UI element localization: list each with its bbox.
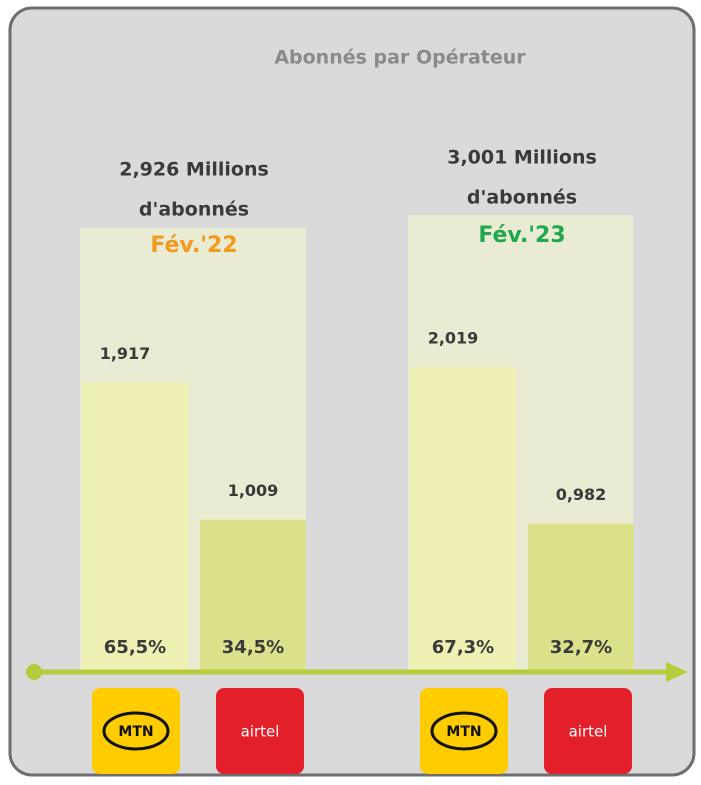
legend-label: airtel [569, 723, 608, 741]
chart-title: Abonnés par Opérateur [274, 47, 526, 69]
legend-label: MTN [446, 724, 481, 740]
bar [528, 523, 634, 672]
logo-ring [430, 711, 498, 751]
value-label: 0,982 [556, 485, 607, 504]
category-label: Fév.'22 [150, 233, 237, 258]
total-unit: d'abonnés [139, 199, 249, 221]
total-label: 3,001 Millions [447, 147, 597, 169]
arrow-head [666, 662, 688, 682]
share-label: 67,3% [432, 637, 494, 658]
category-label: Fév.'23 [478, 223, 565, 248]
share-label: 34,5% [222, 637, 284, 658]
value-label: 1,917 [100, 344, 151, 363]
total-unit: d'abonnés [467, 187, 577, 209]
arrow-start [26, 664, 42, 680]
bar [410, 367, 516, 672]
logo [92, 688, 180, 774]
logo [544, 688, 632, 774]
bar [82, 382, 188, 672]
bar [200, 519, 306, 672]
logo-ring [102, 711, 170, 751]
value-label: 2,019 [428, 329, 479, 348]
value-label: 1,009 [228, 481, 279, 500]
share-label: 65,5% [104, 637, 166, 658]
legend-label: MTN [118, 724, 153, 740]
logo [420, 688, 508, 774]
total-label: 2,926 Millions [119, 159, 269, 181]
legend-label: airtel [241, 723, 280, 741]
logo [216, 688, 304, 774]
share-label: 32,7% [550, 637, 612, 658]
